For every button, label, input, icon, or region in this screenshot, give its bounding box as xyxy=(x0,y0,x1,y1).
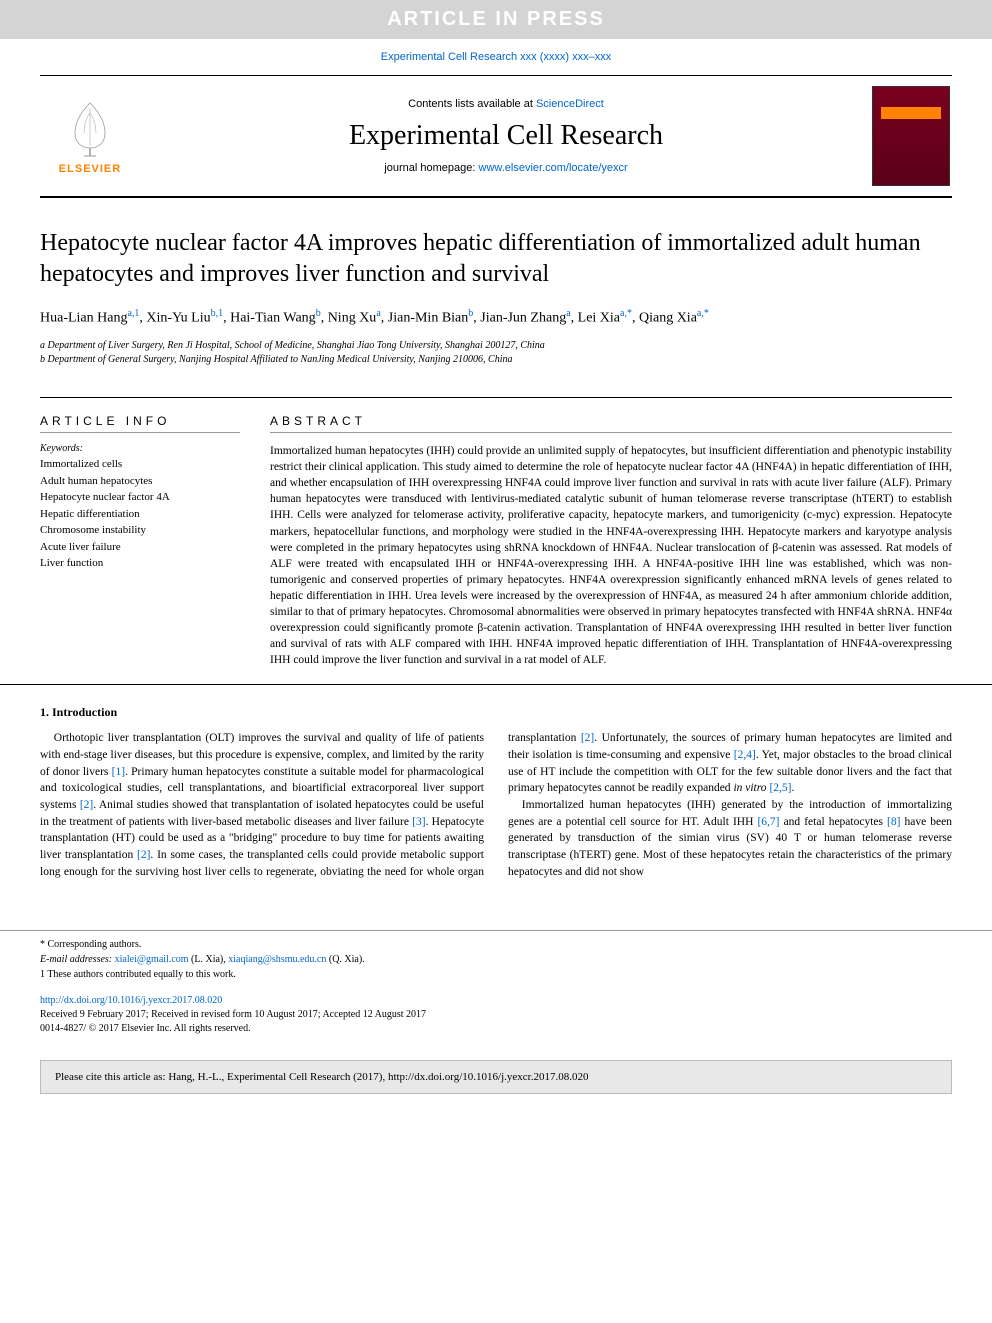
contents-prefix: Contents lists available at xyxy=(408,98,536,110)
introduction-heading: 1. Introduction xyxy=(40,705,952,720)
affiliation-line: a Department of Liver Surgery, Ren Ji Ho… xyxy=(40,339,952,353)
article-in-press-banner: ARTICLE IN PRESS xyxy=(0,0,992,39)
doi-block: http://dx.doi.org/10.1016/j.yexcr.2017.0… xyxy=(40,994,952,1036)
keyword-item: Immortalized cells xyxy=(40,456,240,473)
citation-ref[interactable]: [8] xyxy=(887,816,900,828)
journal-name: Experimental Cell Research xyxy=(140,120,872,152)
keywords-label: Keywords: xyxy=(40,443,240,454)
citation-ref[interactable]: [2] xyxy=(137,849,150,861)
email-name-1: (L. Xia), xyxy=(189,954,229,965)
keyword-item: Acute liver failure xyxy=(40,539,240,556)
equal-contribution-note: 1 These authors contributed equally to t… xyxy=(40,967,952,982)
elsevier-tree-icon xyxy=(60,98,120,158)
article-footer: * Corresponding authors. E-mail addresse… xyxy=(0,930,992,1046)
intro-paragraph: Immortalized human hepatocytes (IHH) gen… xyxy=(508,797,952,880)
citation-box: Please cite this article as: Hang, H.-L.… xyxy=(40,1060,952,1094)
publisher-block: ELSEVIER xyxy=(40,98,140,175)
email-link-1[interactable]: xialei@gmail.com xyxy=(115,954,189,965)
received-dates: Received 9 February 2017; Received in re… xyxy=(40,1009,426,1020)
email-link-2[interactable]: xiaqiang@shsmu.edu.cn xyxy=(228,954,326,965)
sciencedirect-link[interactable]: ScienceDirect xyxy=(536,98,604,110)
homepage-prefix: journal homepage: xyxy=(384,162,478,174)
journal-cover-icon xyxy=(872,86,950,186)
citation-ref[interactable]: [2,5] xyxy=(769,782,791,794)
cover-thumbnail-wrap xyxy=(872,86,952,186)
abstract-heading: ABSTRACT xyxy=(270,414,952,433)
citation-ref[interactable]: [2] xyxy=(80,799,93,811)
corresponding-note: * Corresponding authors. xyxy=(40,937,952,952)
keyword-item: Liver function xyxy=(40,555,240,572)
abstract-column: ABSTRACT Immortalized human hepatocytes … xyxy=(270,414,952,668)
keyword-item: Adult human hepatocytes xyxy=(40,473,240,490)
doi-link[interactable]: http://dx.doi.org/10.1016/j.yexcr.2017.0… xyxy=(40,995,222,1006)
affiliation-line: b Department of General Surgery, Nanjing… xyxy=(40,353,952,367)
introduction-body: Orthotopic liver transplantation (OLT) i… xyxy=(40,730,952,880)
article-info-heading: ARTICLE INFO xyxy=(40,414,240,433)
article-title: Hepatocyte nuclear factor 4A improves he… xyxy=(40,228,952,290)
introduction-section: 1. Introduction Orthotopic liver transpl… xyxy=(0,685,992,900)
contents-line: Contents lists available at ScienceDirec… xyxy=(140,98,872,110)
citation-ref[interactable]: [2,4] xyxy=(734,749,756,761)
abstract-text: Immortalized human hepatocytes (IHH) cou… xyxy=(270,443,952,668)
citation-ref[interactable]: [3] xyxy=(412,816,425,828)
author-list: Hua-Lian Hanga,1, Xin-Yu Liub,1, Hai-Tia… xyxy=(40,306,952,329)
email-name-2: (Q. Xia). xyxy=(326,954,364,965)
citation-ref[interactable]: [1] xyxy=(112,766,125,778)
keywords-list: Immortalized cellsAdult human hepatocyte… xyxy=(40,456,240,572)
emails-label: E-mail addresses: xyxy=(40,954,115,965)
keyword-item: Hepatocyte nuclear factor 4A xyxy=(40,489,240,506)
meta-section: ARTICLE INFO Keywords: Immortalized cell… xyxy=(0,398,992,685)
keyword-item: Chromosome instability xyxy=(40,522,240,539)
journal-ref-link[interactable]: Experimental Cell Research xxx (xxxx) xx… xyxy=(381,51,611,63)
copyright-line: 0014-4827/ © 2017 Elsevier Inc. All righ… xyxy=(40,1023,251,1034)
citation-ref[interactable]: [2] xyxy=(581,732,594,744)
homepage-link[interactable]: www.elsevier.com/locate/yexcr xyxy=(479,162,628,174)
emails-line: E-mail addresses: xialei@gmail.com (L. X… xyxy=(40,952,952,967)
affiliations: a Department of Liver Surgery, Ren Ji Ho… xyxy=(40,339,952,367)
header-center: Contents lists available at ScienceDirec… xyxy=(140,98,872,174)
keyword-item: Hepatic differentiation xyxy=(40,506,240,523)
journal-header: ELSEVIER Contents lists available at Sci… xyxy=(40,75,952,198)
publisher-label: ELSEVIER xyxy=(40,163,140,175)
homepage-line: journal homepage: www.elsevier.com/locat… xyxy=(140,162,872,174)
journal-reference: Experimental Cell Research xxx (xxxx) xx… xyxy=(0,39,992,75)
article-info-column: ARTICLE INFO Keywords: Immortalized cell… xyxy=(40,414,240,668)
citation-ref[interactable]: [6,7] xyxy=(757,816,779,828)
